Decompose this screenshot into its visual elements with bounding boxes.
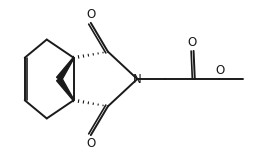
Text: O: O — [86, 8, 95, 21]
Polygon shape — [56, 77, 74, 100]
Text: N: N — [132, 73, 141, 85]
Text: O: O — [187, 36, 196, 49]
Text: O: O — [215, 64, 224, 77]
Text: O: O — [86, 137, 95, 150]
Polygon shape — [56, 58, 74, 81]
